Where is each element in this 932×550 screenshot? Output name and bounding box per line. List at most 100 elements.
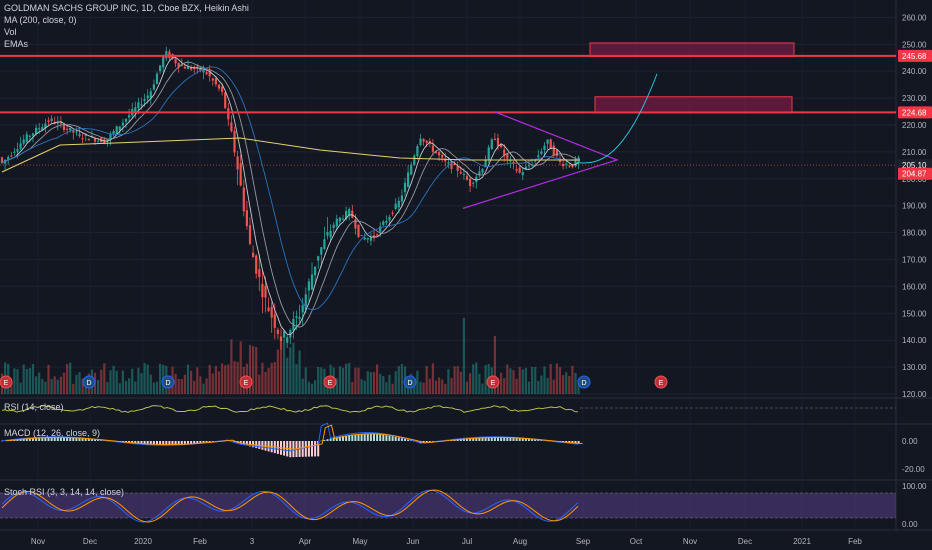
rsi-label[interactable]: RSI (14, close) — [4, 402, 64, 412]
study-emas[interactable]: EMAs — [4, 39, 29, 49]
candle-body — [416, 146, 419, 157]
volume-bar — [379, 373, 382, 394]
candle-body — [487, 147, 490, 160]
candle-body — [264, 285, 267, 298]
candle-body — [267, 307, 270, 311]
macd-histogram-bar — [140, 441, 143, 444]
volume-bar — [301, 378, 304, 394]
macd-histogram-bar — [59, 437, 62, 441]
candle-body — [400, 195, 403, 202]
candle-body — [62, 125, 66, 130]
volume-bar — [540, 375, 543, 394]
macd-histogram-bar — [162, 441, 165, 445]
price-tick-label: 120.00 — [902, 390, 927, 399]
macd-histogram-bar — [400, 438, 403, 441]
candle-body — [438, 152, 441, 156]
macd-histogram-bar — [84, 438, 87, 441]
macd-histogram-bar — [233, 441, 236, 443]
macd-histogram-bar — [72, 437, 75, 441]
macd-histogram-bar — [41, 437, 44, 441]
macd-histogram-bar — [373, 433, 375, 441]
candle-body — [369, 237, 372, 241]
macd-histogram-bar — [503, 437, 506, 441]
macd-histogram-bar — [143, 441, 146, 445]
macd-histogram-bar — [174, 441, 177, 445]
macd-histogram-bar — [338, 436, 341, 441]
candle-body — [236, 156, 239, 170]
volume-bar — [310, 383, 314, 394]
study-vol[interactable]: Vol — [4, 27, 17, 37]
candle-body — [515, 169, 518, 171]
volume-bar — [366, 371, 369, 394]
price-level-badge — [898, 106, 932, 119]
volume-bar — [276, 349, 279, 394]
candle-body — [0, 157, 4, 163]
volume-bar — [196, 367, 199, 394]
candle-body — [382, 221, 385, 226]
volume-bar — [438, 377, 441, 394]
time-tick-label: Feb — [848, 537, 862, 546]
candle-body — [149, 91, 152, 98]
candle-body — [496, 137, 500, 146]
candle-body — [397, 200, 400, 208]
price-tick-label: 160.00 — [902, 282, 927, 291]
volume-bar — [441, 379, 444, 394]
price-tick-label: 180.00 — [902, 229, 927, 238]
macd-histogram-bar — [397, 437, 400, 441]
candle-body — [66, 128, 69, 130]
candle-body — [183, 66, 186, 69]
candle-body — [518, 167, 521, 173]
price-tick-label: 130.00 — [902, 363, 927, 372]
ema-mid-line — [1, 61, 579, 328]
volume-bar — [562, 375, 565, 394]
candle-body — [217, 84, 221, 89]
candle-body — [360, 235, 363, 237]
volume-bar — [348, 362, 351, 394]
volume-bar — [481, 383, 484, 394]
time-tick-label: Aug — [513, 537, 527, 546]
time-tick-label: Feb — [193, 537, 207, 546]
candle-body — [279, 336, 283, 342]
candle-body — [478, 171, 481, 176]
earnings-marker — [486, 375, 500, 389]
volume-bar — [208, 364, 211, 394]
candle-body — [84, 134, 87, 136]
volume-bar — [413, 380, 416, 394]
candle-body — [493, 138, 496, 140]
candle-body — [190, 67, 193, 70]
macd-histogram-bar — [137, 441, 140, 444]
event-marker-letter: D — [581, 380, 586, 387]
study-ma200[interactable]: MA (200, close, 0) — [4, 15, 77, 25]
candle-body — [239, 163, 242, 186]
macd-histogram-bar — [202, 441, 205, 443]
macd-histogram-bar — [515, 438, 518, 441]
candle-body — [13, 151, 16, 153]
volume-bar — [28, 368, 31, 394]
candle-body — [422, 138, 425, 142]
macd-histogram-bar — [28, 438, 31, 441]
macd-label[interactable]: MACD (12, 26, close, 9) — [4, 428, 101, 438]
macd-histogram-bar — [481, 437, 484, 441]
volume-bar — [363, 380, 366, 394]
macd-histogram-bar — [335, 437, 338, 441]
macd-histogram-bar — [205, 441, 208, 443]
candle-body — [137, 102, 140, 109]
candle-body — [307, 281, 310, 291]
time-tick-label: Dec — [83, 537, 97, 546]
macd-histogram-bar — [518, 438, 521, 441]
candle-body — [565, 163, 568, 165]
symbol-title[interactable]: GOLDMAN SACHS GROUP INC, 1D, Cboe BZX, H… — [4, 3, 249, 13]
macd-histogram-bar — [134, 441, 137, 444]
macd-histogram-bar — [571, 441, 574, 444]
volume-bar — [518, 366, 521, 394]
candle-body — [323, 239, 326, 249]
candle-body — [413, 155, 416, 165]
price-tick-label: 240.00 — [902, 67, 927, 76]
volume-bar — [217, 371, 221, 394]
candle-body — [506, 153, 509, 159]
rsi-line — [1, 405, 579, 413]
stoch-rsi-label[interactable]: Stoch RSI (3, 3, 14, 14, close) — [4, 487, 125, 497]
candle-body — [425, 140, 428, 143]
candle-body — [112, 131, 115, 134]
